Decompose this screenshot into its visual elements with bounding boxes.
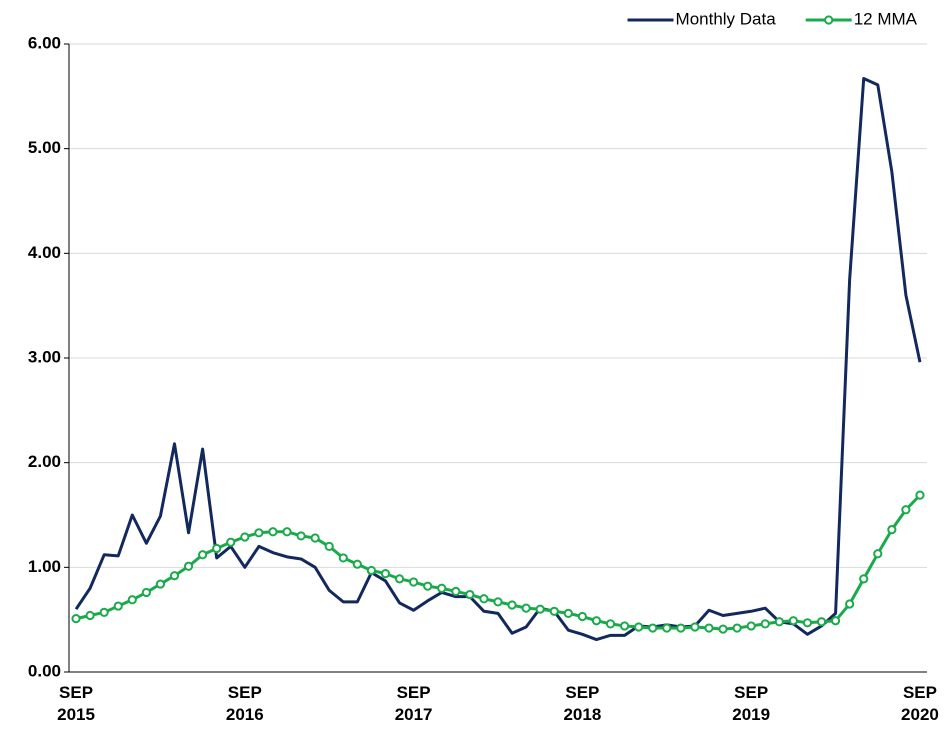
series-marker xyxy=(380,569,391,579)
series-marker xyxy=(366,565,377,576)
series-marker xyxy=(915,490,925,500)
series-marker xyxy=(605,619,616,629)
y-tick-label: 4.00 xyxy=(28,243,61,262)
series-marker xyxy=(774,617,784,627)
legend-label: 12 MMA xyxy=(854,9,918,28)
x-tick-label: SEP 2015 xyxy=(57,683,95,724)
series-marker xyxy=(85,610,95,621)
series-marker xyxy=(887,525,897,535)
series-marker xyxy=(718,624,728,634)
series-marker xyxy=(71,614,81,624)
x-tick-label: SEP 2017 xyxy=(395,683,433,724)
series-marker xyxy=(535,604,545,614)
series-marker xyxy=(127,595,137,605)
series-marker xyxy=(760,619,770,629)
series-marker xyxy=(155,579,166,589)
y-tick-label: 5.00 xyxy=(28,138,61,157)
series-marker xyxy=(788,616,798,626)
series-marker xyxy=(521,603,531,613)
series-marker xyxy=(704,623,714,633)
series-marker xyxy=(141,587,151,598)
series-marker xyxy=(648,623,658,633)
series-marker xyxy=(324,541,334,552)
series-marker xyxy=(423,581,433,591)
series-marker xyxy=(859,574,869,584)
series-marker xyxy=(409,577,419,587)
x-tick-label: SEP 2019 xyxy=(732,683,770,724)
series-marker xyxy=(437,583,447,593)
legend-marker xyxy=(824,15,834,25)
series-marker xyxy=(690,622,700,632)
series-marker xyxy=(394,574,405,584)
series-marker xyxy=(493,597,503,607)
y-tick-label: 6.00 xyxy=(28,33,61,52)
series-marker xyxy=(563,608,573,618)
series-marker xyxy=(282,527,292,537)
series-marker xyxy=(451,586,461,597)
series-marker xyxy=(465,589,475,600)
series-marker xyxy=(662,623,672,633)
series-marker xyxy=(873,549,883,559)
series-marker xyxy=(226,537,236,547)
x-tick-label: SEP 2016 xyxy=(226,683,264,724)
series-marker xyxy=(183,561,194,571)
series-marker xyxy=(676,623,686,633)
series-marker xyxy=(732,623,742,633)
series-marker xyxy=(268,527,278,537)
series-marker xyxy=(746,621,756,631)
series-marker xyxy=(830,616,841,626)
series-marker xyxy=(549,606,559,616)
x-tick-label: SEP 2018 xyxy=(563,683,601,724)
series-marker xyxy=(240,532,250,542)
series-marker xyxy=(113,601,123,611)
series-marker xyxy=(254,528,264,538)
legend-label: Monthly Data xyxy=(676,9,777,28)
series-marker xyxy=(591,616,602,626)
y-tick-label: 1.00 xyxy=(28,557,61,576)
y-tick-label: 3.00 xyxy=(28,347,61,366)
series-line xyxy=(75,494,922,631)
series-marker xyxy=(577,611,587,622)
series-marker xyxy=(619,621,630,631)
series-marker xyxy=(802,618,813,628)
series-marker xyxy=(901,505,911,515)
series-marker xyxy=(338,553,348,563)
series-marker xyxy=(479,594,489,604)
series-marker xyxy=(507,600,517,610)
series-marker xyxy=(212,543,222,554)
series-marker xyxy=(634,622,644,632)
x-tick-label: SEP 2020 xyxy=(901,683,939,724)
series-marker xyxy=(816,617,827,627)
y-tick-label: 0.00 xyxy=(28,661,61,680)
series-marker xyxy=(296,531,306,541)
y-tick-label: 2.00 xyxy=(28,452,61,471)
series-marker xyxy=(198,550,208,560)
series-marker xyxy=(845,599,855,609)
series-marker xyxy=(352,559,362,569)
series-marker xyxy=(310,533,320,543)
series-marker xyxy=(169,571,180,581)
series-marker xyxy=(99,607,109,617)
